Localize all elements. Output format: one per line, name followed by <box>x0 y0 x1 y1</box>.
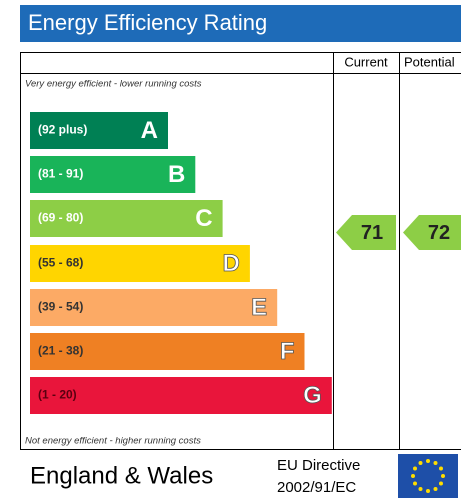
band-letter: G <box>303 382 322 409</box>
band-range: (81 - 91) <box>38 167 83 181</box>
title: Energy Efficiency Rating <box>28 10 267 35</box>
band-range: (92 plus) <box>38 123 87 137</box>
rating-arrow <box>403 215 461 250</box>
directive: EU Directive <box>277 457 360 474</box>
band <box>30 377 332 414</box>
rating-arrow <box>336 215 396 250</box>
title-bar <box>20 5 461 42</box>
rating-value: 71 <box>361 222 383 244</box>
band-range: (55 - 68) <box>38 256 83 270</box>
band-range: (39 - 54) <box>38 300 83 314</box>
band <box>30 156 196 193</box>
band <box>30 245 250 282</box>
band-letter: C <box>195 205 212 232</box>
bands: (92 plus) A (81 - 91) B (69 - 80) C (55 - 68) D… <box>30 112 332 414</box>
column-header: Potential <box>404 54 455 69</box>
band-letter: A <box>141 117 158 144</box>
star <box>418 486 423 491</box>
band <box>30 200 223 237</box>
star <box>411 474 415 478</box>
bottom-note: Not energy efficient - higher running co… <box>25 436 201 447</box>
star <box>433 486 438 491</box>
band-range: (1 - 20) <box>38 388 77 402</box>
region: England & Wales <box>30 462 213 489</box>
arrows: 71 72 <box>336 215 461 250</box>
star <box>441 474 445 478</box>
band-range: (21 - 38) <box>38 344 83 358</box>
star <box>438 481 443 486</box>
band <box>30 289 278 326</box>
star <box>438 466 443 471</box>
eu-stars <box>411 459 445 493</box>
rating-value: 72 <box>428 222 450 244</box>
star <box>426 489 430 493</box>
band-letter: B <box>168 161 185 188</box>
directive: 2002/91/EC <box>277 479 356 496</box>
band-letter: E <box>251 294 267 321</box>
band-range: (69 - 80) <box>38 211 83 225</box>
band <box>30 112 168 149</box>
star <box>433 461 438 466</box>
column-header: Current <box>344 54 388 69</box>
star <box>413 481 418 486</box>
star <box>413 466 418 471</box>
band-letter: D <box>223 250 240 277</box>
star <box>426 459 430 463</box>
star <box>418 461 423 466</box>
band-letter: F <box>280 338 295 365</box>
top-note: Very energy efficient - lower running co… <box>25 79 202 90</box>
band <box>30 333 305 370</box>
